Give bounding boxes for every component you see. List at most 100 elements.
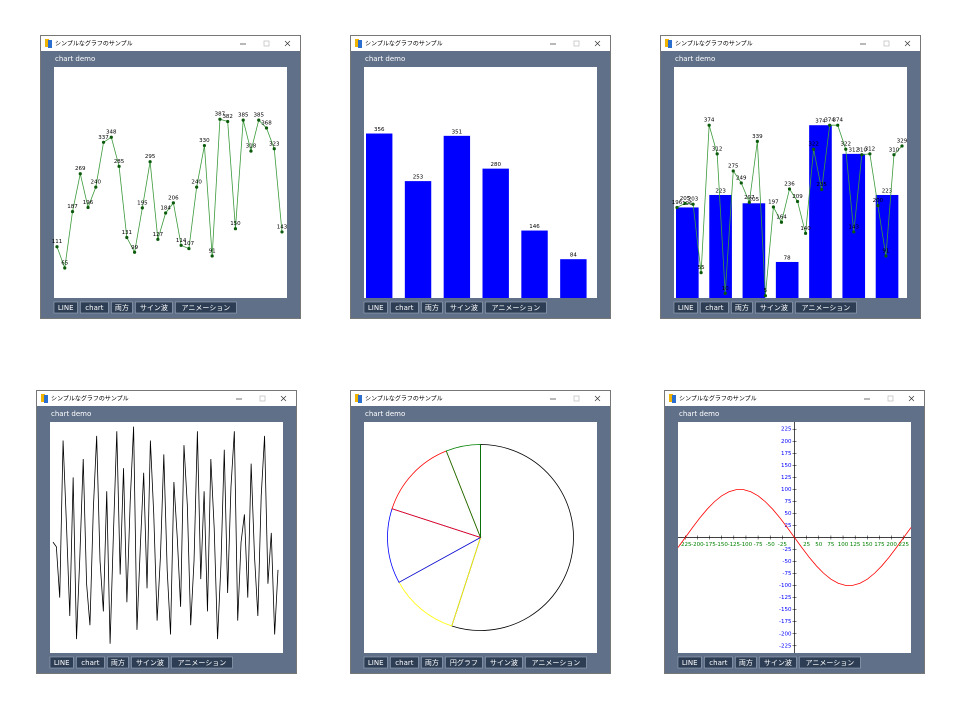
button[interactable]: サイン波 [485, 656, 523, 669]
button-label[interactable]: 両方 [425, 658, 439, 667]
button-bg[interactable] [677, 656, 702, 669]
button-bg[interactable] [80, 301, 109, 314]
button-label[interactable]: アニメーション [532, 659, 581, 667]
button-bg[interactable] [111, 301, 133, 314]
button-bg[interactable] [445, 656, 483, 669]
maximize-button[interactable] [259, 395, 266, 402]
close-button[interactable] [594, 40, 601, 47]
button-bg[interactable] [673, 301, 698, 314]
button-label[interactable]: サイン波 [450, 303, 478, 312]
button[interactable]: サイン波 [755, 301, 793, 314]
button[interactable]: アニメーション [525, 656, 587, 669]
button[interactable]: chart [700, 301, 729, 314]
button[interactable]: 両方 [421, 656, 443, 669]
button-label[interactable]: chart [705, 304, 723, 312]
button[interactable]: chart [704, 656, 733, 669]
maximize-button[interactable] [263, 40, 270, 47]
close-button[interactable] [594, 395, 601, 402]
maximize-button[interactable] [883, 40, 890, 47]
button[interactable]: サイン波 [131, 656, 169, 669]
close-button[interactable] [904, 40, 911, 47]
button-bg[interactable] [421, 656, 443, 669]
button[interactable]: LINE [673, 301, 698, 314]
button-label[interactable]: chart [85, 304, 103, 312]
button[interactable]: アニメーション [175, 301, 237, 314]
button[interactable]: LINE [49, 656, 74, 669]
button-label[interactable]: サイン波 [136, 658, 164, 667]
button-label[interactable]: chart [81, 659, 99, 667]
button-label[interactable]: アニメーション [178, 659, 227, 667]
button-label[interactable]: 両方 [425, 303, 439, 312]
button-bg[interactable] [525, 656, 587, 669]
close-button[interactable] [908, 395, 915, 402]
button-bg[interactable] [131, 656, 169, 669]
button-label[interactable]: サイン波 [760, 303, 788, 312]
button-bg[interactable] [799, 656, 861, 669]
button-label[interactable]: chart [709, 659, 727, 667]
button-bg[interactable] [171, 656, 233, 669]
button-bg[interactable] [755, 301, 793, 314]
button[interactable]: chart [390, 301, 419, 314]
button[interactable]: LINE [677, 656, 702, 669]
button-label[interactable]: サイン波 [490, 658, 518, 667]
button[interactable]: 両方 [731, 301, 753, 314]
button-label[interactable]: アニメーション [806, 659, 855, 667]
button[interactable]: サイン波 [759, 656, 797, 669]
button-bg[interactable] [49, 656, 74, 669]
button-bg[interactable] [735, 656, 757, 669]
button-label[interactable]: LINE [58, 304, 74, 312]
maximize-button[interactable] [573, 395, 580, 402]
button-label[interactable]: アニメーション [802, 304, 851, 312]
button[interactable]: 両方 [421, 301, 443, 314]
button-label[interactable]: LINE [678, 304, 694, 312]
button-bg[interactable] [485, 301, 547, 314]
close-button[interactable] [284, 40, 291, 47]
button[interactable]: アニメーション [485, 301, 547, 314]
button[interactable]: LINE [363, 301, 388, 314]
button-bg[interactable] [445, 301, 483, 314]
button[interactable]: chart [76, 656, 105, 669]
button[interactable]: chart [390, 656, 419, 669]
button[interactable]: 両方 [735, 656, 757, 669]
button-bg[interactable] [795, 301, 857, 314]
button-bg[interactable] [363, 656, 388, 669]
button[interactable]: LINE [363, 656, 388, 669]
button-label[interactable]: 両方 [739, 658, 753, 667]
button[interactable]: chart [80, 301, 109, 314]
button-bg[interactable] [107, 656, 129, 669]
maximize-button[interactable] [887, 395, 894, 402]
button-bg[interactable] [135, 301, 173, 314]
button-label[interactable]: 両方 [735, 303, 749, 312]
button-label[interactable]: アニメーション [182, 304, 231, 312]
button[interactable]: サイン波 [445, 301, 483, 314]
button-bg[interactable] [485, 656, 523, 669]
button[interactable]: LINE [53, 301, 78, 314]
button-label[interactable]: アニメーション [492, 304, 541, 312]
button-bg[interactable] [759, 656, 797, 669]
button-bg[interactable] [704, 656, 733, 669]
button-bg[interactable] [53, 301, 78, 314]
button-label[interactable]: LINE [54, 659, 70, 667]
button[interactable]: 両方 [107, 656, 129, 669]
button[interactable]: アニメーション [171, 656, 233, 669]
close-button[interactable] [280, 395, 287, 402]
button-label[interactable]: LINE [368, 304, 384, 312]
button-label[interactable]: サイン波 [764, 658, 792, 667]
maximize-button[interactable] [573, 40, 580, 47]
button[interactable]: サイン波 [135, 301, 173, 314]
button-bg[interactable] [76, 656, 105, 669]
button-label[interactable]: 両方 [111, 658, 125, 667]
button-bg[interactable] [700, 301, 729, 314]
button-bg[interactable] [390, 656, 419, 669]
button-bg[interactable] [363, 301, 388, 314]
button-label[interactable]: サイン波 [140, 303, 168, 312]
button[interactable]: アニメーション [799, 656, 861, 669]
button-label[interactable]: LINE [368, 659, 384, 667]
button-bg[interactable] [390, 301, 419, 314]
button-bg[interactable] [175, 301, 237, 314]
button-bg[interactable] [421, 301, 443, 314]
button[interactable]: 円グラフ [445, 656, 483, 669]
button[interactable]: アニメーション [795, 301, 857, 314]
button-label[interactable]: chart [395, 659, 413, 667]
button-label[interactable]: 両方 [115, 303, 129, 312]
